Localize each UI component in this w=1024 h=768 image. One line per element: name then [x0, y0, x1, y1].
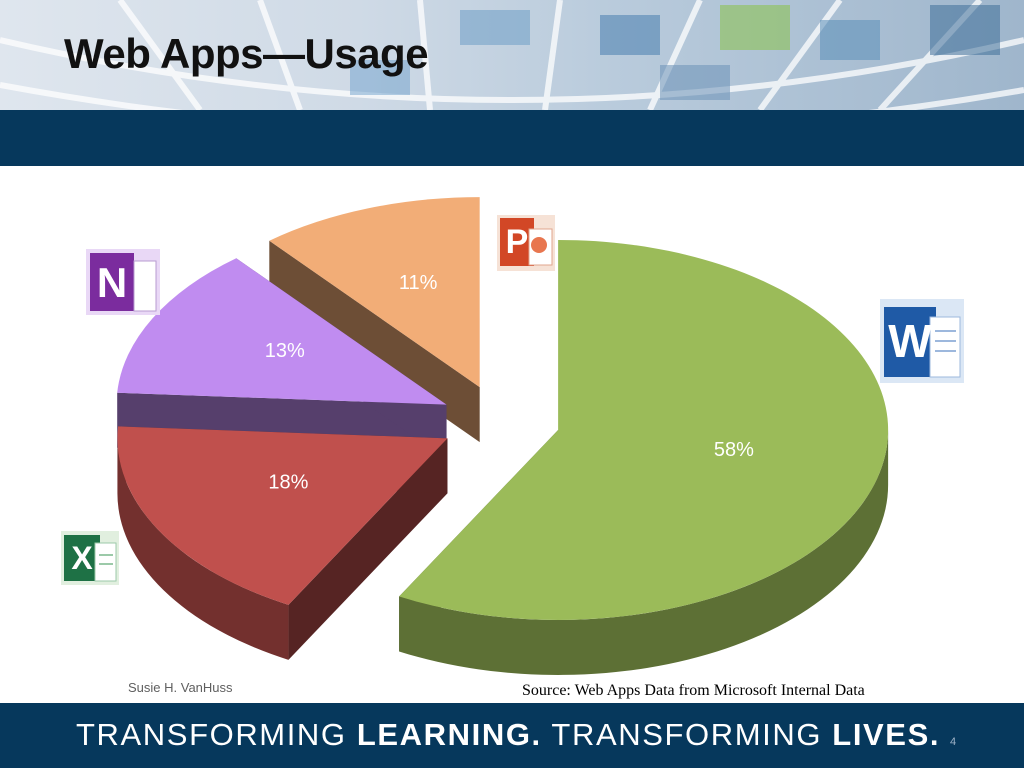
mosaic-background: [0, 0, 1024, 110]
powerpoint-icon: P: [497, 215, 555, 271]
pie-slice-excel: [117, 426, 448, 660]
excel-icon: X: [61, 531, 119, 585]
svg-text:N: N: [97, 259, 127, 306]
header-band: [0, 110, 1024, 166]
tagline-part-2: LEARNING.: [356, 717, 542, 752]
tagline-part-3: TRANSFORMING: [541, 717, 833, 752]
svg-text:P: P: [506, 223, 529, 261]
pie-slice-word: [399, 239, 889, 675]
footer-tagline: TRANSFORMING LEARNING. TRANSFORMING LIVE…: [76, 717, 940, 753]
svg-text:X: X: [71, 540, 93, 576]
slide-number: 4: [950, 736, 957, 748]
svg-text:W: W: [888, 315, 932, 367]
source-note: Source: Web Apps Data from Microsoft Int…: [522, 682, 865, 699]
footer-bar: [0, 703, 1024, 768]
tagline-part-4: LIVES.: [832, 717, 941, 752]
data-label-word: 58%: [714, 439, 754, 461]
data-label-powerpoint: 11%: [399, 272, 438, 294]
tagline-part-1: TRANSFORMING: [76, 717, 357, 752]
pie-chart: 11% 13% 58% 18%: [117, 197, 889, 675]
author-name: Susie H. VanHuss: [128, 680, 233, 695]
word-icon: W: [880, 299, 964, 383]
header-banner: Web Apps—Usage: [0, 0, 1024, 110]
onenote-icon: N: [86, 249, 160, 315]
data-label-onenote: 13%: [265, 340, 305, 362]
data-label-excel: 18%: [268, 472, 308, 494]
slide-title: Web Apps—Usage: [64, 30, 429, 77]
